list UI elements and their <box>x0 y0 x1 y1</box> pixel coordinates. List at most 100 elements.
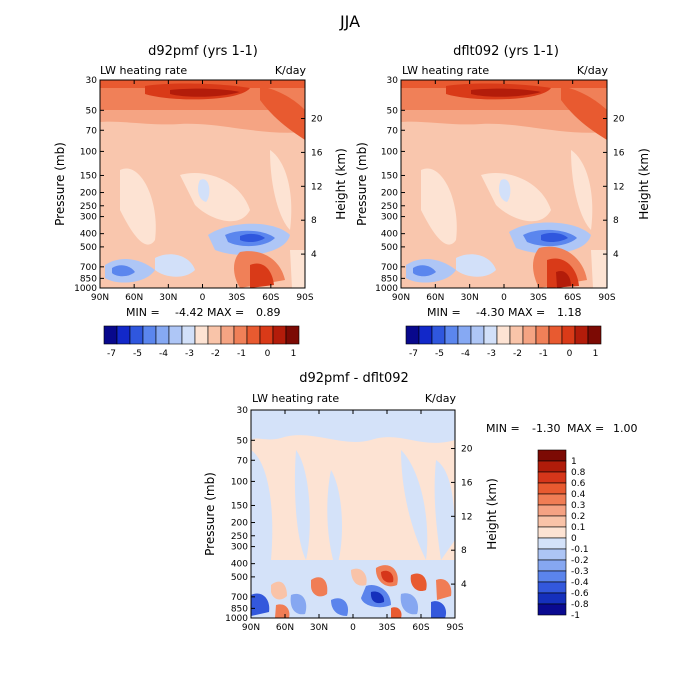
heatmap-cell <box>499 179 511 202</box>
heatmap-cell <box>571 150 593 230</box>
colorbar-swatch <box>537 537 567 550</box>
panel-2-plot: 90N 60N 30N 0 30S 60S 90S 30 50 70 100 150 200 25030… <box>375 76 625 303</box>
yr-tick-label: 16 <box>311 148 323 158</box>
colorbar-label: 0 <box>567 349 573 359</box>
colorbar-label: 0 <box>265 349 271 359</box>
panel-2-right-string: K/day <box>577 64 609 77</box>
x-tick-label: 30S <box>530 293 547 303</box>
colorbar-label: -1 <box>571 611 580 621</box>
y-tick-label: 700 <box>381 263 398 273</box>
colorbar-swatch <box>574 325 589 345</box>
yr-tick-label: 8 <box>311 216 317 226</box>
y-tick-label: 100 <box>80 147 97 157</box>
panel-3-right-string: K/day <box>425 392 457 405</box>
panel-2-x-ticks: 90N 60N 30N 0 30S 60S 90S <box>392 80 616 303</box>
heatmap-cell <box>391 607 402 618</box>
heatmap-cell <box>250 263 274 288</box>
panel-1-left-string: LW heating rate <box>100 64 187 77</box>
colorbar-swatch <box>522 325 537 345</box>
y-tick-label: 50 <box>86 106 98 116</box>
colorbar-label: 0.3 <box>571 501 585 511</box>
colorbar-label: -0.1 <box>571 545 589 555</box>
colorbar-label: -0.4 <box>571 578 589 588</box>
colorbar-swatch <box>405 325 420 345</box>
y-tick-label: 300 <box>231 543 248 553</box>
panel-3-ylabel-right: Height (km) <box>485 478 499 549</box>
panel-2-min-label: MIN = <box>427 306 461 319</box>
x-tick-label: 60N <box>276 623 294 633</box>
heatmap-cell <box>155 254 195 277</box>
panel-1-min-label: MIN = <box>126 306 160 319</box>
y-tick-label: 500 <box>80 243 97 253</box>
y-tick-label: 1000 <box>375 284 398 294</box>
x-tick-label: 0 <box>501 293 507 303</box>
y-tick-label: 300 <box>381 213 398 223</box>
colorbar-swatch <box>233 325 248 345</box>
y-tick-label: 30 <box>237 406 249 416</box>
y-tick-label: 150 <box>231 501 248 511</box>
x-tick-label: 90N <box>91 293 109 303</box>
x-tick-label: 90N <box>242 623 260 633</box>
heatmap-cell <box>331 598 349 616</box>
colorbar-swatch <box>431 325 446 345</box>
colorbar-swatch <box>155 325 170 345</box>
colorbar-label: -2 <box>211 349 220 359</box>
panel-3-title: d92pmf - dflt092 <box>299 371 409 386</box>
colorbar-label: -0.3 <box>571 567 589 577</box>
panel-2-ylabel-right: Height (km) <box>637 148 651 219</box>
colorbar-swatch <box>537 482 567 495</box>
heatmap-cell <box>541 232 568 243</box>
colorbar-label: -4 <box>461 349 470 359</box>
x-tick-label: 60S <box>564 293 581 303</box>
panel-3-max-label: MAX = <box>567 422 604 435</box>
y-tick-label: 70 <box>237 456 249 466</box>
heatmap-cell <box>251 450 273 580</box>
x-tick-label: 30N <box>461 293 479 303</box>
y-tick-label: 400 <box>381 230 398 240</box>
colorbar-label: 0.1 <box>571 523 585 533</box>
heatmap-cell <box>260 86 305 140</box>
y-tick-label: 850 <box>381 274 398 284</box>
y-tick-label: 700 <box>231 593 248 603</box>
heatmap-cell <box>434 460 455 560</box>
heatmap-cell <box>421 168 457 245</box>
x-tick-label: 90S <box>598 293 615 303</box>
panel-2-min-value: -4.30 <box>476 306 504 319</box>
panel-2-max-label: MAX = <box>508 306 545 319</box>
colorbar-swatch <box>259 325 274 345</box>
panel-1-max-value: 0.89 <box>256 306 281 319</box>
x-tick-label: 60N <box>125 293 143 303</box>
colorbar-swatch <box>509 325 524 345</box>
heatmap-cell <box>112 265 135 277</box>
colorbar-swatch <box>457 325 472 345</box>
yr-tick-label: 12 <box>613 182 624 192</box>
x-tick-label: 60N <box>426 293 444 303</box>
heatmap-cell <box>180 173 250 222</box>
colorbar-swatch <box>537 526 567 539</box>
x-tick-label: 30N <box>310 623 328 633</box>
yr-tick-label: 4 <box>311 250 317 260</box>
heatmap-cell <box>198 179 210 202</box>
x-tick-label: 60S <box>412 623 429 633</box>
heatmap-cell <box>410 573 427 592</box>
colorbar-label: -1 <box>237 349 246 359</box>
heatmap-cell <box>170 88 240 97</box>
colorbar-swatch <box>537 581 567 594</box>
panel-3-min-value: -1.30 <box>532 422 560 435</box>
colorbar-swatch <box>496 325 511 345</box>
colorbar-label: 1 <box>291 349 297 359</box>
colorbar-swatch <box>548 325 563 345</box>
heatmap-cell <box>100 110 305 133</box>
colorbar-swatch <box>537 559 567 572</box>
heatmap-cell <box>456 254 496 277</box>
y-tick-label: 300 <box>80 213 97 223</box>
panel-1-x-ticks: 90N 60N 30N 0 30S 60S 90S <box>91 80 314 303</box>
colorbar-swatch <box>444 325 459 345</box>
heatmap-cell <box>327 470 343 570</box>
panel-1: d92pmf (yrs 1-1) LW heating rate K/day <box>53 44 348 359</box>
panel-1-ylabel: Pressure (mb) <box>53 142 67 226</box>
colorbar-swatch <box>537 515 567 528</box>
